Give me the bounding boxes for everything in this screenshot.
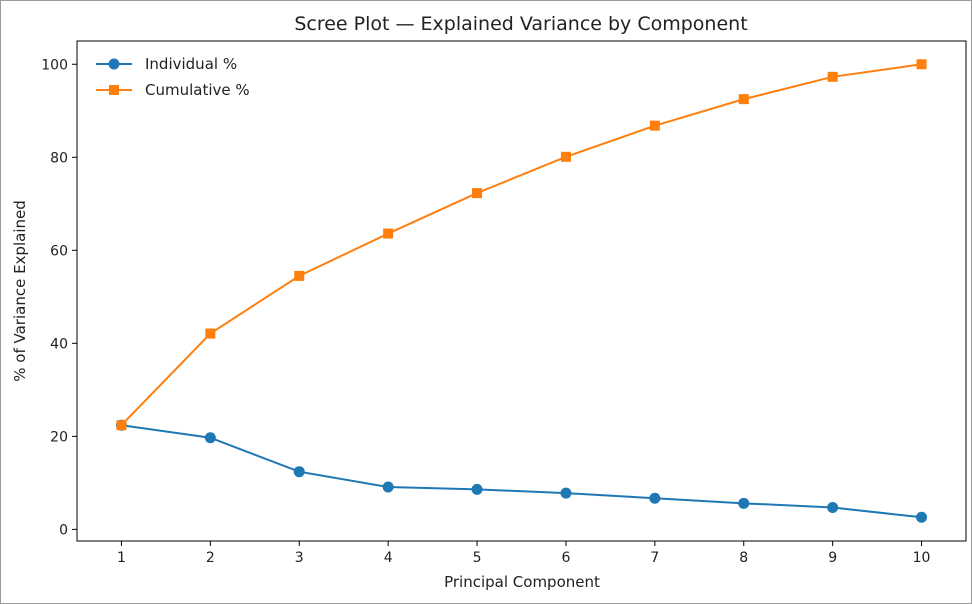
- data-point: [116, 420, 127, 431]
- x-axis: 1 2 3 4 5 6 7 8 9 10: [117, 541, 930, 566]
- series-layer: [115, 59, 928, 523]
- data-point: [560, 487, 572, 499]
- legend-label: Individual %: [145, 55, 237, 73]
- x-tick-label: 1: [117, 550, 126, 566]
- data-point: [827, 502, 839, 514]
- legend-item: Cumulative %: [96, 81, 250, 99]
- x-tick-label: 8: [739, 550, 748, 566]
- x-tick-label: 6: [561, 550, 570, 566]
- legend-marker: [109, 85, 119, 95]
- chart-title: Scree Plot — Explained Variance by Compo…: [294, 13, 747, 35]
- series-line: [121, 424, 922, 519]
- data-point: [827, 71, 838, 82]
- y-tick-label: 40: [50, 336, 68, 352]
- x-tick-label: 3: [295, 550, 304, 566]
- y-tick-label: 20: [50, 429, 68, 445]
- x-tick-label: 4: [384, 550, 393, 566]
- x-tick-label: 2: [206, 550, 215, 566]
- legend-label: Cumulative %: [145, 81, 250, 99]
- series-cumulative: [116, 59, 927, 431]
- legend-marker: [108, 58, 120, 70]
- y-tick-label: 100: [41, 57, 68, 73]
- data-point: [382, 481, 394, 493]
- legend-item: Individual %: [96, 55, 237, 73]
- data-point: [560, 151, 571, 162]
- data-point: [916, 511, 928, 523]
- data-point: [204, 432, 216, 444]
- legend: Individual % Cumulative %: [96, 55, 250, 99]
- data-point: [383, 228, 394, 239]
- y-axis-label: % of Variance Explained: [11, 200, 29, 381]
- data-point: [649, 120, 660, 131]
- data-point: [738, 94, 749, 105]
- data-point: [471, 483, 483, 495]
- y-tick-label: 0: [59, 522, 68, 538]
- x-tick-label: 7: [650, 550, 659, 566]
- x-tick-label: 10: [913, 550, 931, 566]
- x-axis-label: Principal Component: [444, 573, 600, 591]
- data-point: [293, 466, 305, 478]
- data-point: [472, 188, 483, 199]
- data-point: [738, 497, 750, 509]
- y-tick-label: 80: [50, 150, 68, 166]
- series-line: [120, 63, 922, 426]
- y-tick-label: 60: [50, 243, 68, 259]
- data-point: [205, 328, 216, 339]
- plot-area-frame: [76, 40, 967, 542]
- data-point: [294, 270, 305, 281]
- x-tick-label: 9: [828, 550, 837, 566]
- x-tick-label: 5: [473, 550, 482, 566]
- y-axis: 0 20 40 60 80 100: [41, 57, 77, 538]
- data-point: [916, 59, 927, 70]
- series-individual: [115, 419, 928, 523]
- data-point: [649, 492, 661, 504]
